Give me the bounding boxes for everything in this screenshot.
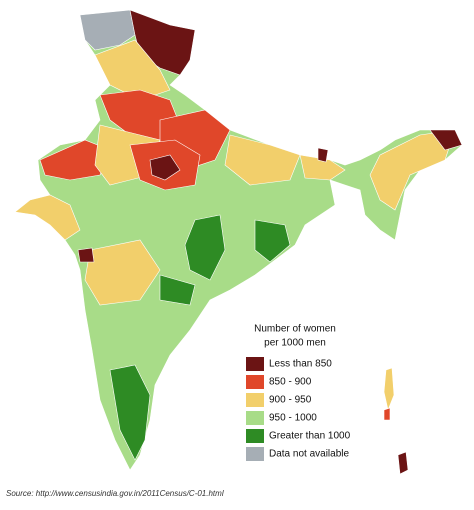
legend-title: per 1000 men: [264, 338, 326, 349]
sikkim-region: [317, 147, 329, 163]
gujarat-region: [14, 194, 81, 241]
legend-title: Number of women: [254, 324, 336, 335]
legend-swatch: [246, 375, 264, 389]
northeast-east-region: [429, 129, 463, 151]
legend-label: 950 - 1000: [269, 413, 317, 424]
north-region: [94, 39, 171, 101]
andaman-mid: [383, 407, 391, 421]
nicobar: [397, 451, 409, 475]
legend-swatch: [246, 411, 264, 425]
andaman-north: [383, 367, 395, 412]
maharashtra-region: [84, 239, 161, 306]
legend-label: Data not available: [269, 449, 349, 460]
deccan-region: [159, 274, 196, 306]
kerala-region: [109, 364, 151, 461]
legend-swatch: [246, 357, 264, 371]
rajasthan-region: [39, 139, 111, 181]
odisha-region: [254, 219, 291, 263]
legend: Number of women per 1000 men Less than 8…: [246, 324, 351, 461]
legend-label: 850 - 900: [269, 377, 312, 388]
source-note: Source: http://www.censusindia.gov.in/20…: [6, 489, 224, 498]
india-outline: [14, 9, 463, 471]
northeast-region: [369, 129, 456, 211]
legend-label: Greater than 1000: [269, 431, 351, 442]
legend-swatch: [246, 393, 264, 407]
central-core-region: [149, 154, 181, 181]
map-regions: [14, 9, 463, 475]
chhattisgarh-region: [184, 214, 226, 281]
legend-label: Less than 850: [269, 359, 332, 370]
mumbai-region: [77, 247, 95, 263]
legend-swatch: [246, 429, 264, 443]
legend-swatch: [246, 447, 264, 461]
legend-label: 900 - 950: [269, 395, 312, 406]
bihar-region: [224, 134, 301, 186]
